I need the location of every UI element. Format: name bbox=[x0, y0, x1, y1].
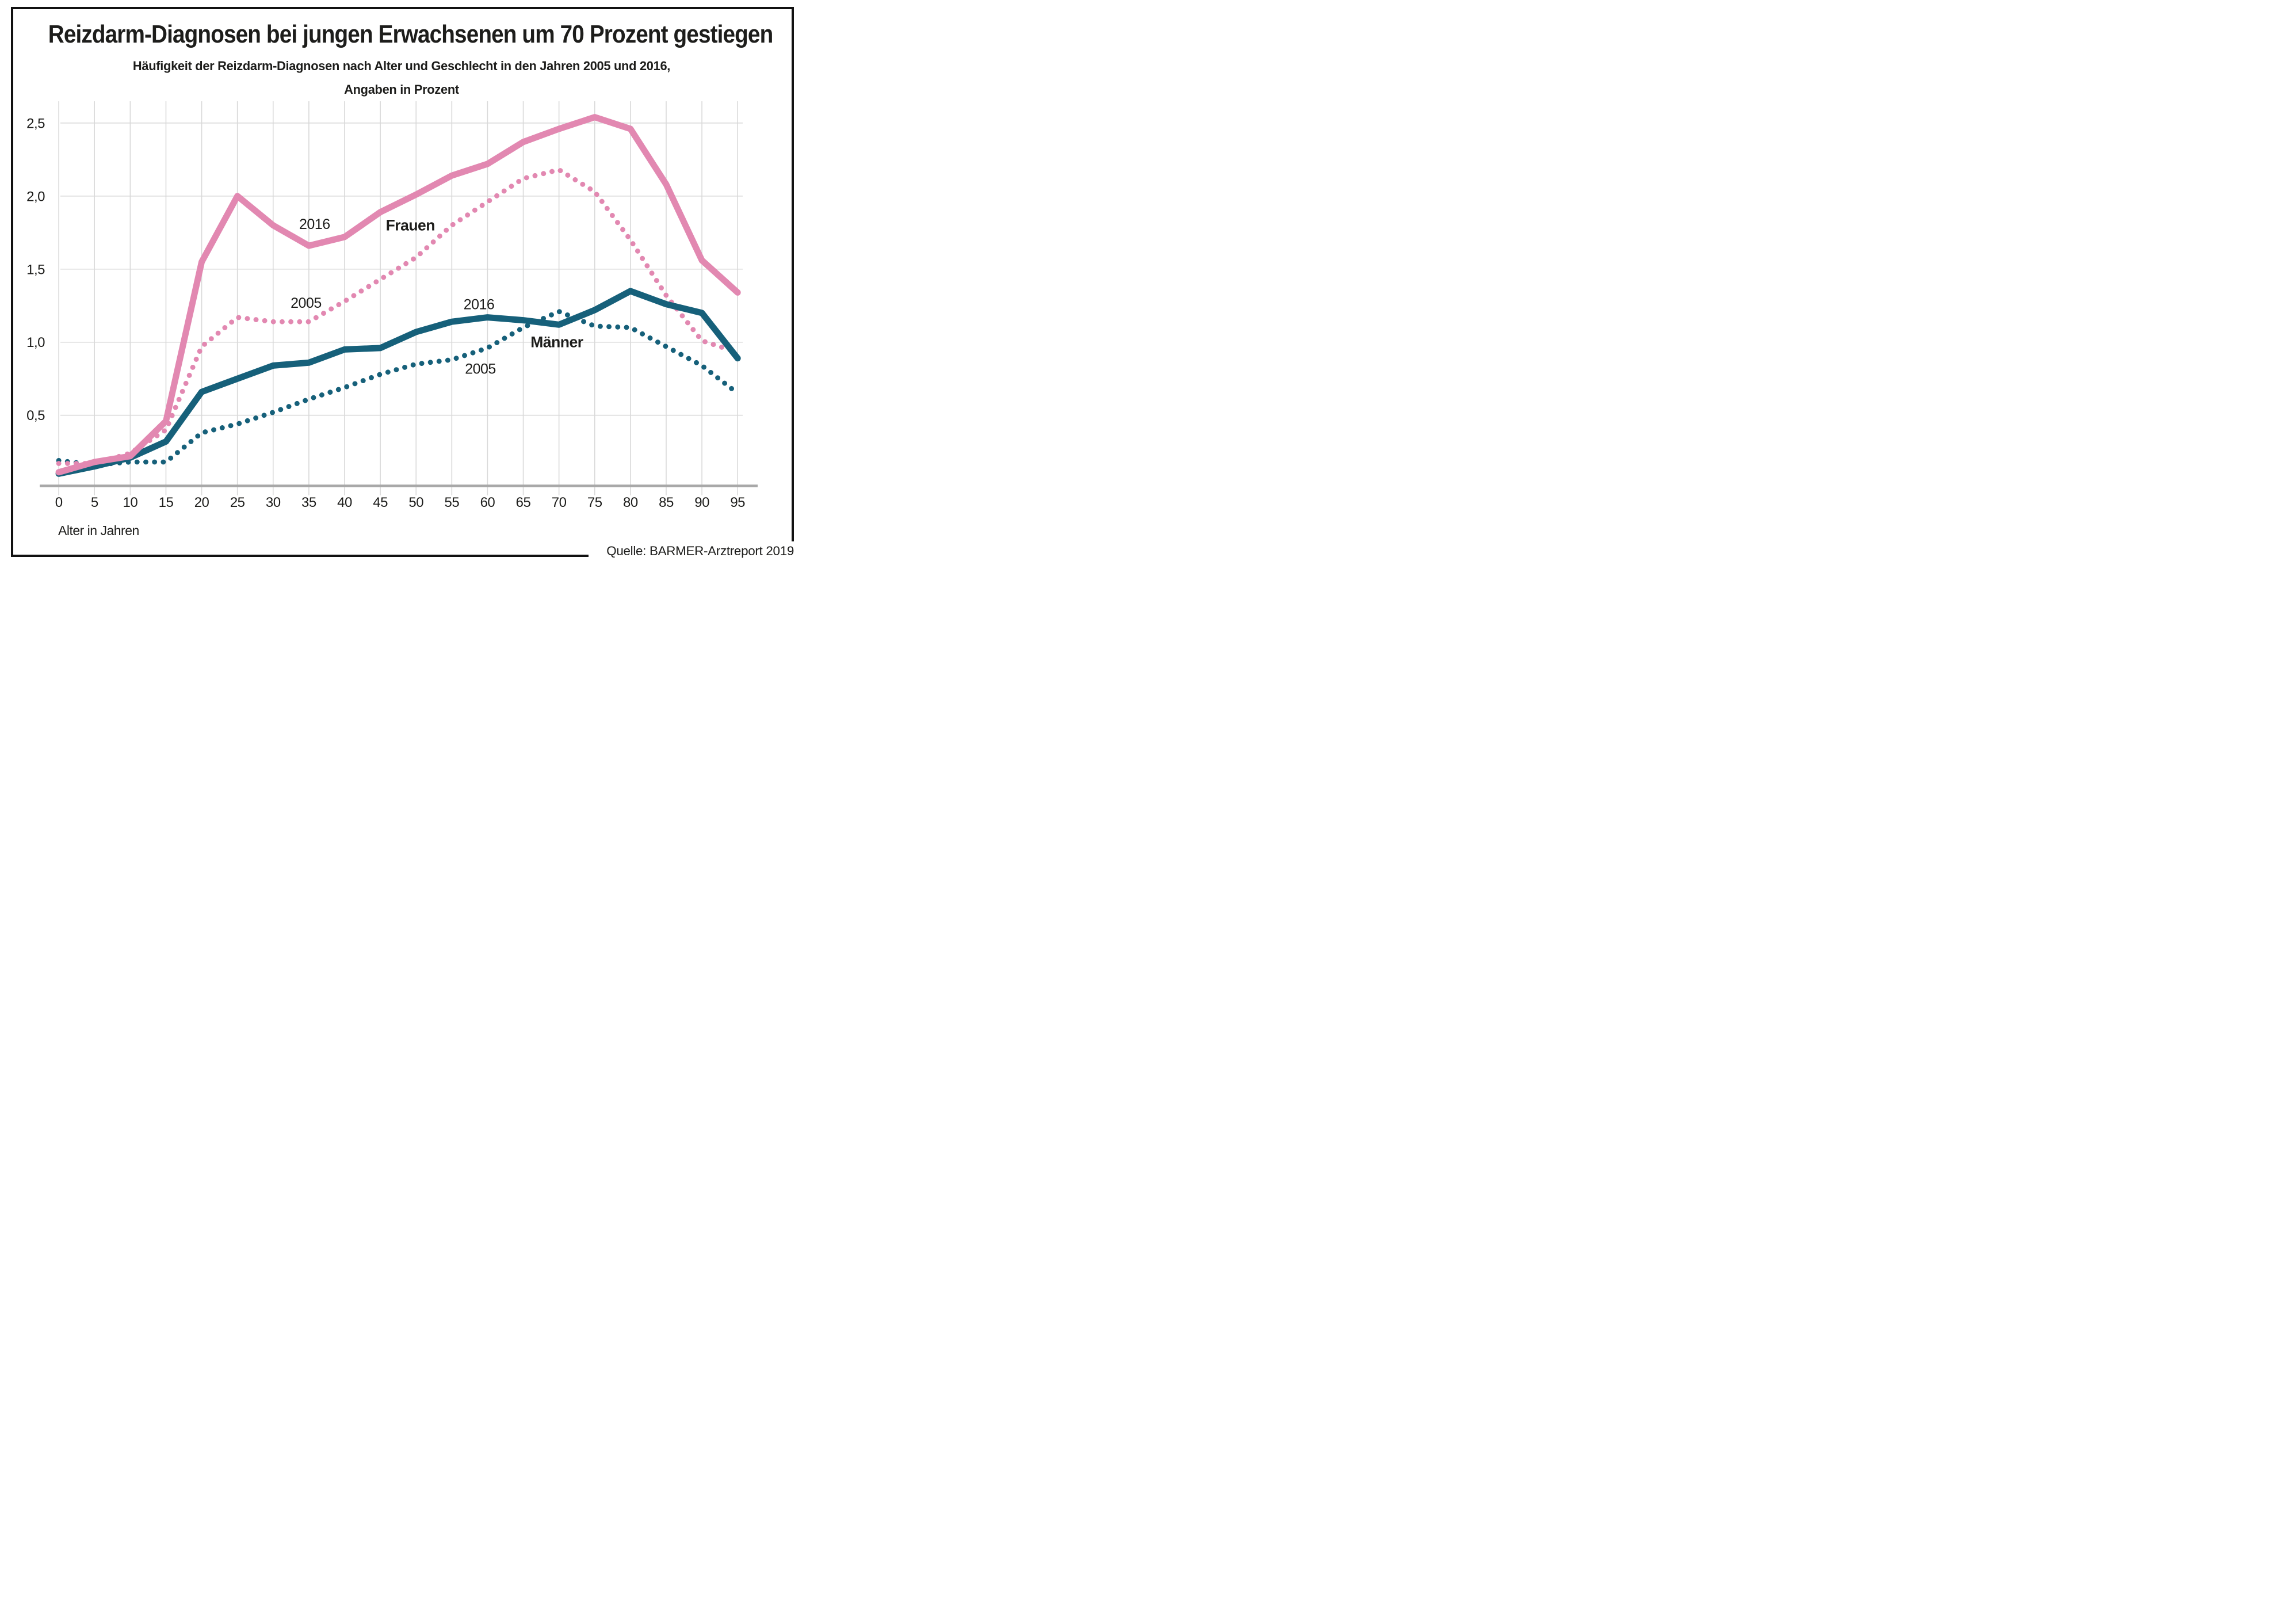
x-tick-label: 35 bbox=[301, 495, 316, 510]
annotation-label-maenner-2005-year: 2005 bbox=[465, 361, 496, 377]
x-tick-label: 75 bbox=[587, 495, 602, 510]
x-tick-label: 95 bbox=[730, 495, 745, 510]
x-tick-label: 60 bbox=[480, 495, 495, 510]
grid: 0,5 1,0 1,5 2,0 2,5 0 5 10 15 20 25 30 35 40 45 50 55 60 6… bbox=[26, 101, 746, 510]
series-line-frauen-2016 bbox=[55, 114, 741, 476]
frame-border-left bbox=[11, 7, 13, 557]
x-tick-label: 70 bbox=[552, 495, 567, 510]
x-tick-label: 25 bbox=[230, 495, 245, 510]
series-line-frauen-2005 bbox=[56, 167, 740, 466]
source-credit: Quelle: BARMER-Arztreport 2019 bbox=[603, 544, 794, 559]
x-tick-label: 40 bbox=[337, 495, 352, 510]
series-line-maenner-2016 bbox=[55, 288, 741, 477]
x-axis-title: Alter in Jahren bbox=[58, 523, 139, 538]
line-chart: 0,5 1,0 1,5 2,0 2,5 0 5 10 15 20 25 30 35 40 45 50 55 60 6… bbox=[26, 101, 758, 538]
x-tick-label: 55 bbox=[444, 495, 459, 510]
x-tick-label: 65 bbox=[516, 495, 531, 510]
x-tick-label: 5 bbox=[91, 495, 98, 510]
annotation-label-maenner-2016-group: Männer bbox=[530, 334, 583, 351]
y-tick-label: 1,0 bbox=[26, 335, 45, 350]
page-title: Reizdarm-Diagnosen bei jungen Erwachsene… bbox=[48, 20, 773, 48]
annotation-label-frauen-2005-year: 2005 bbox=[291, 295, 322, 311]
x-tick-label: 30 bbox=[266, 495, 281, 510]
annotation-label-maenner-2016-year: 2016 bbox=[464, 297, 495, 313]
annotation-label-frauen-2016-group: Frauen bbox=[386, 217, 435, 234]
y-tick-label: 0,5 bbox=[26, 408, 45, 423]
x-tick-label: 80 bbox=[623, 495, 638, 510]
frame-border-right bbox=[792, 7, 794, 541]
y-tick-label: 1,5 bbox=[26, 262, 45, 277]
y-tick-label: 2,0 bbox=[26, 189, 45, 204]
chart-subtitle-line2: Angaben in Prozent bbox=[344, 82, 459, 97]
x-tick-label: 10 bbox=[123, 495, 138, 510]
frame-border-top bbox=[11, 7, 794, 9]
series-labels: 2016 Frauen 2005 2016 Männer 2005 bbox=[291, 216, 583, 377]
series-lines bbox=[55, 114, 741, 477]
y-tick-label: 2,5 bbox=[26, 116, 45, 131]
x-tick-label: 20 bbox=[194, 495, 209, 510]
x-tick-label: 45 bbox=[373, 495, 388, 510]
infographic-canvas: Reizdarm-Diagnosen bei jungen Erwachsene… bbox=[0, 0, 803, 564]
series-line-maenner-2005 bbox=[56, 309, 740, 468]
x-tick-label: 15 bbox=[159, 495, 174, 510]
x-tick-label: 0 bbox=[55, 495, 63, 510]
x-tick-label: 50 bbox=[408, 495, 423, 510]
frame-border-bottom bbox=[11, 555, 589, 557]
annotation-label-frauen-2016-year: 2016 bbox=[299, 216, 330, 232]
x-tick-label: 90 bbox=[694, 495, 709, 510]
x-tick-label: 85 bbox=[659, 495, 674, 510]
chart-subtitle-line1: Häufigkeit der Reizdarm-Diagnosen nach A… bbox=[132, 59, 671, 73]
